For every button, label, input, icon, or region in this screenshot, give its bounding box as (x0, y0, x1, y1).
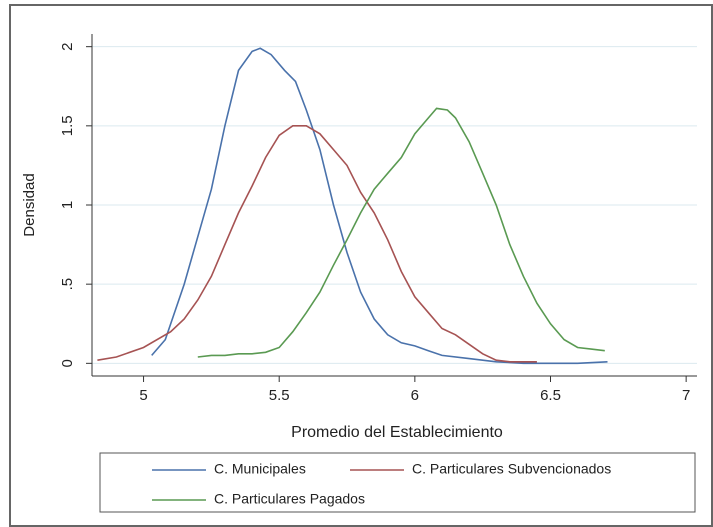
y-axis-label: Densidad (21, 173, 38, 236)
y-tick-label: 1.5 (59, 115, 76, 136)
legend (99, 452, 696, 513)
legend-label: C. Municipales (214, 461, 306, 477)
x-tick-label: 6 (411, 387, 419, 404)
x-tick-label: 5.5 (269, 387, 290, 404)
x-tick-label: 7 (682, 387, 690, 404)
frame (9, 4, 713, 527)
legend-label: C. Particulares Subvencionados (412, 461, 611, 477)
x-tick-label: 6.5 (540, 387, 561, 404)
y-tick-label: .5 (59, 278, 76, 291)
legend-label: C. Particulares Pagados (214, 491, 365, 507)
x-tick-label: 5 (139, 387, 147, 404)
y-tick-label: 0 (59, 359, 76, 367)
density-line (151, 47, 608, 365)
density-line (197, 107, 605, 358)
x-axis-label: Promedio del Establecimiento (291, 424, 503, 441)
y-tick-label: 1 (59, 201, 76, 209)
y-tick-label: 2 (59, 42, 76, 50)
density-line (97, 125, 537, 363)
